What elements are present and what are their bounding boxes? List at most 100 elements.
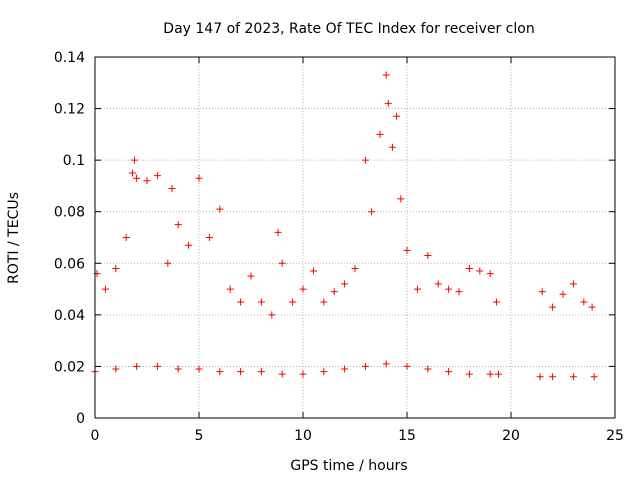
data-point (588, 303, 596, 311)
data-point (247, 272, 255, 280)
data-point (168, 185, 176, 193)
data-point (278, 370, 286, 378)
data-point (195, 365, 203, 373)
data-point (445, 285, 453, 293)
data-point (413, 285, 421, 293)
data-point (174, 221, 182, 229)
data-point (434, 280, 442, 288)
x-tick-label: 0 (91, 428, 100, 444)
data-points (91, 71, 598, 381)
data-point (455, 288, 463, 296)
data-point (590, 373, 598, 381)
data-point (185, 241, 193, 249)
data-point (424, 365, 432, 373)
data-point (549, 373, 557, 381)
data-point (351, 264, 359, 272)
data-point (216, 205, 224, 213)
data-point (320, 368, 328, 376)
data-point (476, 267, 484, 275)
data-point (237, 368, 245, 376)
data-point (112, 365, 120, 373)
data-point (309, 267, 317, 275)
data-point (393, 112, 401, 120)
data-point (257, 298, 265, 306)
y-tick-label: 0.06 (54, 256, 85, 272)
data-point (164, 259, 172, 267)
data-point (382, 71, 390, 79)
y-tick-label: 0.08 (54, 205, 85, 221)
data-point (388, 143, 396, 151)
y-tick-label: 0.1 (63, 153, 85, 169)
x-axis-title: GPS time / hours (290, 458, 407, 474)
x-tick-label: 20 (502, 428, 520, 444)
data-point (299, 370, 307, 378)
data-point (131, 156, 139, 164)
data-point (368, 208, 376, 216)
data-point (382, 360, 390, 368)
data-point (237, 298, 245, 306)
data-point (538, 288, 546, 296)
data-point (153, 362, 161, 370)
data-point (403, 246, 411, 254)
x-tick-label: 5 (195, 428, 204, 444)
data-point (205, 234, 213, 241)
data-point (153, 172, 161, 180)
data-point (330, 288, 338, 296)
x-tick-label: 15 (398, 428, 416, 444)
x-tick-label: 10 (294, 428, 312, 444)
data-point (559, 290, 567, 298)
plot-frame (94, 56, 616, 419)
y-tick-label: 0.12 (54, 102, 85, 118)
data-point (289, 298, 297, 306)
data-point (257, 368, 265, 376)
data-point (216, 368, 224, 376)
data-point (486, 270, 494, 278)
y-axis: 0 0.02 0.04 0.06 0.08 0.1 0.12 0.14 (54, 50, 615, 427)
data-point (569, 373, 577, 381)
data-point (112, 264, 120, 272)
x-axis: 0 5 10 15 20 25 (91, 57, 624, 444)
grid-lines (95, 57, 615, 418)
y-tick-label: 0 (76, 411, 85, 427)
y-tick-label: 0.02 (54, 359, 85, 375)
data-point (341, 365, 349, 373)
data-point (549, 303, 557, 311)
data-point (133, 362, 141, 370)
data-point (101, 285, 109, 293)
data-point (403, 362, 411, 370)
data-point (492, 298, 500, 306)
data-point (495, 370, 503, 378)
data-point (274, 228, 282, 236)
data-point (465, 264, 473, 272)
data-point (268, 311, 276, 319)
data-point (299, 285, 307, 293)
data-point (361, 362, 369, 370)
data-point (128, 169, 136, 177)
data-point (341, 280, 349, 288)
x-tick-label: 25 (606, 428, 624, 444)
data-point (376, 130, 384, 138)
data-point (465, 370, 473, 378)
data-point (536, 373, 544, 381)
data-point (174, 365, 182, 373)
data-point (384, 99, 392, 107)
data-point (195, 174, 203, 182)
data-point (569, 280, 577, 288)
data-point (397, 195, 405, 203)
data-point (361, 156, 369, 164)
data-point (320, 298, 328, 306)
data-point (122, 234, 130, 241)
data-point (143, 177, 151, 185)
data-point (226, 285, 234, 293)
y-axis-title: ROTI / TECUs (6, 192, 22, 284)
data-point (424, 252, 432, 260)
data-point (486, 370, 494, 378)
y-tick-label: 0.14 (54, 50, 85, 66)
y-tick-label: 0.04 (54, 308, 85, 324)
chart-title: Day 147 of 2023, Rate Of TEC Index for r… (163, 21, 534, 37)
data-point (133, 174, 141, 182)
data-point (278, 259, 286, 267)
data-point (580, 298, 588, 306)
data-point (445, 368, 453, 376)
